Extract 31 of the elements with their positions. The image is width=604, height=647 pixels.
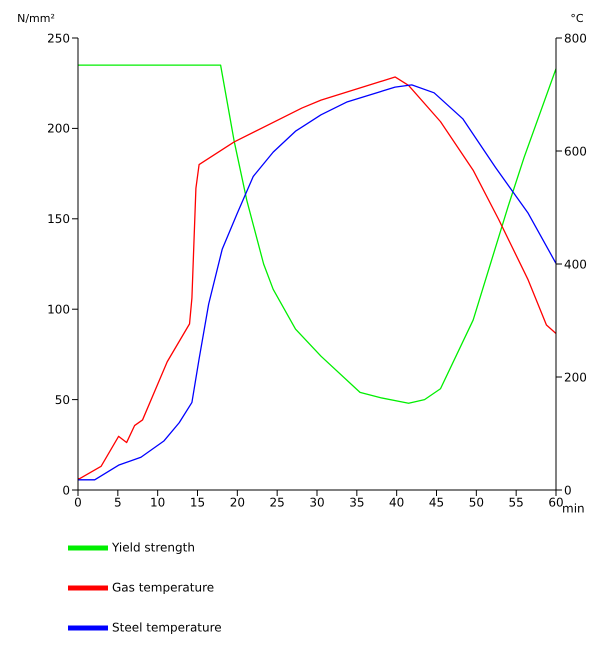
x-tick-label: 35 <box>349 496 364 510</box>
legend-label: Yield strength <box>112 540 195 554</box>
y2-tick-label: 400 <box>564 257 587 272</box>
line-series <box>78 64 556 404</box>
x-tick-label: 55 <box>508 496 524 510</box>
x-tick-label: 40 <box>389 496 404 510</box>
y2-tick-label: 0 <box>564 483 572 498</box>
legend-label: Steel temperature <box>112 620 222 634</box>
x-tick-label: 60 <box>548 496 564 510</box>
y2-tick-label: 600 <box>564 144 587 158</box>
x-tick-label: 30 <box>309 496 325 510</box>
x-tick-label: 50 <box>468 496 484 510</box>
x-axis-title: min <box>562 501 585 516</box>
x-tick-label: 45 <box>428 496 444 510</box>
y2-axis-title: °C <box>570 12 584 25</box>
x-tick-label: 25 <box>270 496 285 510</box>
y-tick-label: 200 <box>47 122 70 136</box>
legend-label: Gas temperature <box>112 580 214 594</box>
y-tick-label: 250 <box>47 31 70 46</box>
x-tick-label: 10 <box>150 496 166 510</box>
y-tick-label: 50 <box>54 392 70 407</box>
y2-tick-label: 800 <box>564 31 587 46</box>
x-tick-label: 15 <box>190 496 206 510</box>
x-tick-label: 0 <box>74 496 82 510</box>
x-tick-label: 5 <box>114 496 122 510</box>
y2-tick-label: 200 <box>564 370 587 384</box>
y-tick-label: 0 <box>62 483 70 498</box>
y-axis-title: N/mm² <box>17 12 55 25</box>
y-tick-label: 150 <box>47 212 70 226</box>
x-tick-label: 20 <box>230 496 245 510</box>
y-tick-label: 100 <box>47 302 70 316</box>
